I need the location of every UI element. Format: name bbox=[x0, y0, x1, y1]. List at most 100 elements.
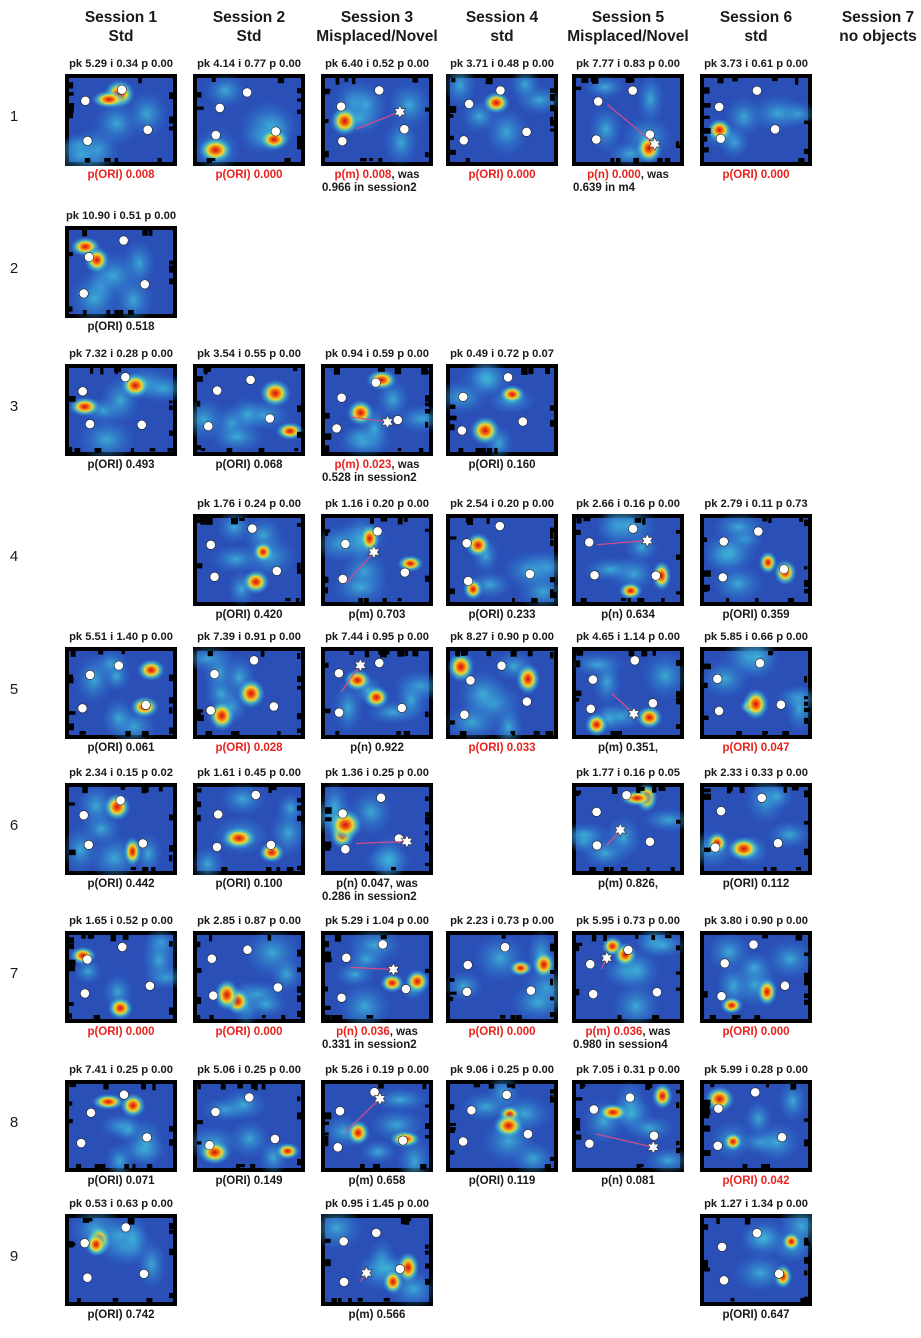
unvisited-bin bbox=[704, 682, 708, 689]
caption-main: p(ORI) 0.068 bbox=[176, 459, 322, 472]
unvisited-bin bbox=[804, 1237, 809, 1242]
rate-map-cell: pk 6.40 i 0.52 p 0.00 p(m) 0.008, was 0.96… bbox=[314, 58, 440, 198]
object-displacement-line bbox=[356, 111, 401, 130]
rate-map-cell: pk 1.16 i 0.20 p 0.00 p(m) 0.703 bbox=[314, 498, 440, 638]
object-displacement-line bbox=[350, 966, 394, 971]
unvisited-bin bbox=[804, 790, 811, 798]
unvisited-bin bbox=[704, 570, 711, 577]
object-location-marker bbox=[457, 425, 467, 436]
unvisited-bin bbox=[197, 92, 202, 98]
cell-significance-caption: p(ORI) 0.000 bbox=[176, 169, 322, 182]
unvisited-bin bbox=[795, 935, 803, 941]
cell-significance-caption: p(ORI) 0.518 bbox=[48, 321, 194, 334]
firing-rate-heatmap bbox=[321, 1214, 433, 1306]
heatmap-low-field bbox=[395, 677, 428, 723]
firing-rate-heatmap bbox=[446, 931, 558, 1023]
heatmap-low-field bbox=[358, 1139, 398, 1165]
unvisited-bin bbox=[69, 82, 74, 89]
column-header-session-1: Session 1 Std bbox=[51, 8, 191, 46]
unvisited-bin bbox=[544, 1164, 551, 1170]
heatmap-hot-spot bbox=[258, 842, 285, 863]
object-location-marker bbox=[645, 836, 655, 847]
object-location-marker bbox=[466, 1105, 477, 1116]
column-header-session-7: Session 7 no objects bbox=[808, 8, 921, 46]
cell-stats-label: pk 10.90 i 0.51 p 0.00 bbox=[65, 210, 177, 222]
unvisited-bin bbox=[804, 717, 809, 724]
unvisited-bin bbox=[533, 731, 540, 735]
unvisited-bin bbox=[412, 78, 417, 82]
unvisited-bin bbox=[782, 731, 790, 738]
rate-map-cell: pk 5.51 i 1.40 p 0.00 p(ORI) 0.061 bbox=[58, 631, 184, 771]
unvisited-bin bbox=[69, 1013, 73, 1019]
unvisited-bin bbox=[450, 978, 455, 982]
unvisited-bin bbox=[85, 1218, 93, 1222]
unvisited-bin bbox=[603, 935, 607, 942]
unvisited-bin bbox=[69, 959, 76, 966]
cell-significance-caption: p(m) 0.703 bbox=[304, 609, 450, 622]
unvisited-bin bbox=[511, 1084, 516, 1089]
caption-main: p(ORI) 0.047 bbox=[683, 742, 829, 755]
unvisited-bin bbox=[197, 565, 201, 569]
caption-main: p(ORI) 0.000 bbox=[176, 169, 322, 182]
object-location-marker bbox=[713, 1103, 724, 1114]
row-number: 7 bbox=[9, 965, 19, 982]
object-displacement-line bbox=[351, 416, 388, 423]
unvisited-bin bbox=[646, 867, 650, 873]
unvisited-bin bbox=[550, 1157, 555, 1161]
unvisited-bin bbox=[169, 941, 173, 947]
unvisited-bin bbox=[676, 724, 682, 729]
unvisited-bin bbox=[351, 78, 356, 85]
caption-main: p(ORI) 0.000 bbox=[429, 1026, 575, 1039]
caption-value: p(ORI) 0.359 bbox=[722, 609, 790, 621]
caption-value: p(ORI) 0.000 bbox=[215, 1026, 283, 1038]
firing-rate-heatmap bbox=[700, 514, 812, 606]
unvisited-bin bbox=[269, 787, 277, 791]
object-location-marker bbox=[649, 1130, 659, 1141]
unvisited-bin bbox=[460, 651, 466, 656]
object-location-marker bbox=[517, 416, 528, 427]
caption-main: p(m) 0.703 bbox=[304, 609, 450, 622]
cell-stats-label: pk 6.40 i 0.52 p 0.00 bbox=[325, 58, 429, 70]
cell-significance-caption: p(ORI) 0.100 bbox=[176, 878, 322, 891]
object-location-marker bbox=[206, 953, 217, 964]
unvisited-bin bbox=[488, 1084, 495, 1089]
object-location-marker bbox=[264, 413, 275, 424]
unvisited-bin bbox=[169, 405, 173, 411]
unvisited-bin bbox=[654, 1015, 660, 1022]
cell-significance-caption: p(m) 0.351, bbox=[555, 742, 701, 755]
unvisited-bin bbox=[617, 1015, 622, 1020]
heatmap-hot-spot bbox=[330, 106, 360, 137]
unvisited-bin bbox=[197, 714, 204, 722]
rate-map-cell: pk 3.73 i 0.61 p 0.00 p(ORI) 0.000 bbox=[693, 58, 819, 198]
moved-object-star-icon bbox=[354, 658, 367, 673]
cell-significance-caption: p(ORI) 0.442 bbox=[48, 878, 194, 891]
object-location-marker bbox=[84, 252, 94, 262]
firing-rate-heatmap bbox=[572, 931, 684, 1023]
unvisited-bin bbox=[149, 448, 156, 452]
firing-rate-heatmap bbox=[65, 783, 177, 875]
cell-significance-caption: p(ORI) 0.068 bbox=[176, 459, 322, 472]
firing-rate-heatmap bbox=[321, 74, 433, 166]
unvisited-bin bbox=[704, 115, 710, 120]
cell-stats-label: pk 7.32 i 0.28 p 0.00 bbox=[69, 348, 173, 360]
heatmap-low-field bbox=[572, 652, 626, 678]
object-location-marker bbox=[650, 570, 661, 581]
cell-significance-caption: p(m) 0.008, was 0.966 in session2 bbox=[304, 169, 450, 195]
unvisited-bin bbox=[297, 523, 304, 527]
object-location-marker bbox=[214, 103, 225, 113]
unvisited-bin bbox=[634, 518, 642, 523]
unvisited-bin bbox=[206, 368, 210, 372]
object-location-marker bbox=[458, 391, 469, 402]
rate-map-cell: pk 8.27 i 0.90 p 0.00 p(ORI) 0.033 bbox=[439, 631, 565, 771]
caption-value: p(ORI) 0.112 bbox=[722, 878, 790, 890]
object-location-marker bbox=[245, 374, 256, 385]
unvisited-bin bbox=[725, 598, 730, 605]
unvisited-bin bbox=[69, 937, 75, 944]
row-number: 3 bbox=[9, 398, 19, 415]
unvisited-bin bbox=[169, 430, 174, 436]
unvisited-bin bbox=[550, 591, 557, 599]
cell-stats-label: pk 4.65 i 1.14 p 0.00 bbox=[576, 631, 680, 643]
object-location-marker bbox=[119, 1089, 129, 1100]
object-location-marker bbox=[719, 1275, 729, 1286]
moved-object-star-icon bbox=[393, 104, 407, 119]
